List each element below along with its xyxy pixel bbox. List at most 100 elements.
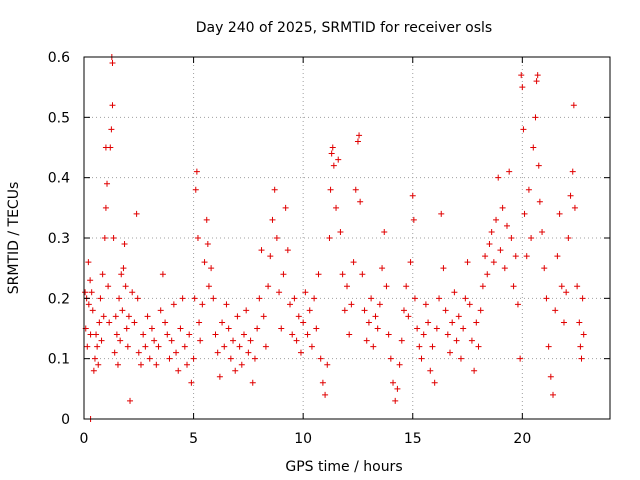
data-points [82,54,587,422]
x-tick-label: 10 [294,431,312,447]
data-point [219,319,226,326]
data-point [512,253,519,260]
data-point [337,228,344,235]
data-point [125,313,132,320]
data-point [383,283,390,290]
data-point [113,331,120,338]
data-point [508,235,515,241]
data-point [249,379,256,386]
data-point [514,301,521,308]
data-point [88,289,95,296]
data-point [271,186,278,193]
data-point [574,283,581,290]
data-point [541,265,548,272]
data-point [315,271,322,278]
data-point [212,331,219,338]
data-point [578,355,585,362]
data-point [153,361,160,368]
data-point [238,361,245,368]
data-point [193,168,200,175]
data-point [273,235,280,241]
data-point [328,150,335,157]
data-point [205,283,212,290]
data-point [177,325,184,332]
data-point [247,337,254,344]
data-point [85,259,92,266]
data-point [394,385,401,392]
data-point [230,337,237,344]
data-point [322,391,329,398]
data-point [265,283,272,290]
data-point [565,235,572,241]
data-point [196,319,203,326]
data-point [354,138,361,145]
data-point [576,319,583,326]
data-point [530,144,537,151]
data-point [422,301,429,308]
data-point [112,313,119,320]
data-point [134,295,141,302]
data-point [117,337,124,344]
data-point [192,186,199,193]
data-point [181,343,188,350]
data-point [190,355,197,362]
data-point [234,313,241,320]
data-point [521,210,528,217]
grid-lines [84,57,610,419]
data-point [267,253,274,260]
data-point [379,265,386,272]
data-point [216,373,223,380]
data-point [291,295,298,302]
data-point [107,144,114,151]
data-point [99,271,106,278]
data-point [547,373,554,380]
data-point [387,355,394,362]
data-point [444,331,451,338]
data-point [258,247,265,254]
data-point [398,337,405,344]
data-point [164,331,171,338]
data-point [407,259,414,266]
data-point [471,367,478,374]
data-point [232,367,239,374]
data-point [276,289,283,296]
data-point [262,343,269,350]
data-point [403,283,410,290]
data-point [319,379,326,386]
data-point [245,349,252,356]
data-point [278,325,285,332]
data-point [442,307,449,314]
data-point [287,301,294,308]
data-point [129,289,136,296]
data-point [449,319,456,326]
data-point [308,343,315,350]
y-tick-label: 0.5 [48,110,70,126]
data-point [108,126,115,133]
data-point [431,379,438,386]
data-point [119,307,126,314]
data-point [131,319,138,326]
data-point [94,343,101,350]
data-point [144,313,151,320]
data-point [451,289,458,296]
data-point [457,355,464,362]
data-point [208,265,215,272]
data-point [374,325,381,332]
data-point [484,271,491,278]
data-point [381,228,388,235]
data-point [477,307,484,314]
data-point [297,349,304,356]
data-point [425,319,432,326]
data-point [175,367,182,374]
data-point [400,307,407,314]
data-point [341,307,348,314]
data-point [473,319,480,326]
data-point [330,162,337,169]
data-point [87,277,94,284]
data-point [100,313,107,320]
x-axis-title: GPS time / hours [285,459,402,475]
data-point [580,331,587,338]
x-tick-labels: 0 5 10 15 20 [80,431,532,447]
data-point [468,337,475,344]
